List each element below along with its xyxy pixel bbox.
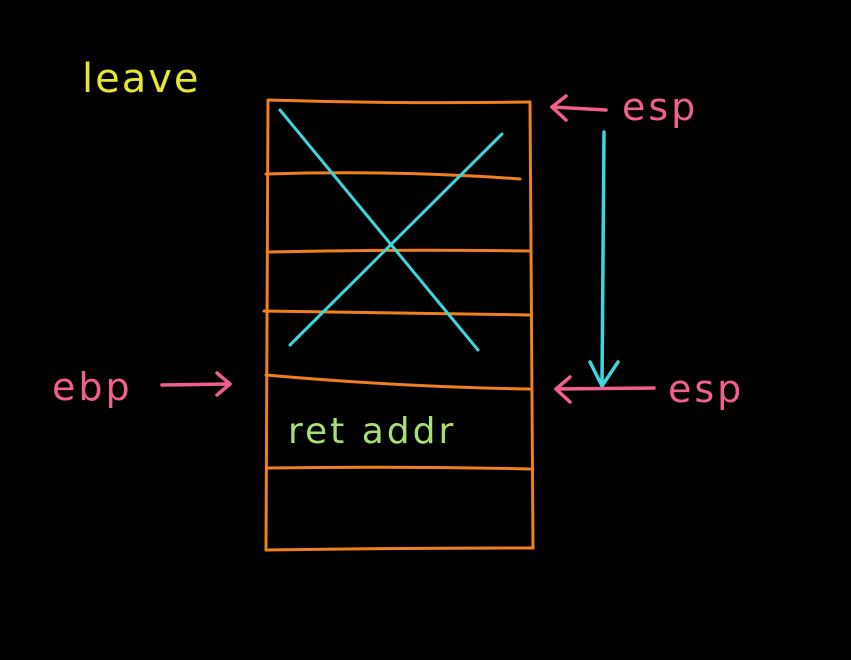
stack-divider-4 <box>264 373 532 391</box>
esp-move-arrow-icon <box>588 130 620 388</box>
stack-left-edge <box>264 98 270 552</box>
ebp-arrow-icon <box>160 371 232 397</box>
esp-bottom-arrow-icon <box>554 375 656 404</box>
esp-top-pointer: esp <box>550 85 698 129</box>
ret-addr-label: ret addr <box>288 411 456 452</box>
esp-top-label: esp <box>622 85 698 129</box>
cross-stroke-down <box>278 108 480 352</box>
stack-divider-2 <box>266 248 532 254</box>
stack-top-edge <box>266 98 532 105</box>
ebp-pointer: ebp <box>52 365 232 409</box>
stack-right-edge <box>528 100 535 550</box>
stack-divider-5 <box>266 465 532 471</box>
stack-frame <box>262 98 535 552</box>
esp-bottom-pointer: esp <box>554 367 744 411</box>
esp-top-arrow-icon <box>550 94 608 122</box>
stack-divider-3 <box>262 309 532 317</box>
cleared-locals-cross <box>278 108 504 352</box>
cross-stroke-up <box>288 132 504 347</box>
esp-bottom-label: esp <box>668 367 744 411</box>
diagram-title: leave <box>82 56 201 102</box>
ebp-label: ebp <box>52 365 133 409</box>
stack-bottom-edge <box>264 546 535 552</box>
stack-divider-1 <box>264 171 522 181</box>
